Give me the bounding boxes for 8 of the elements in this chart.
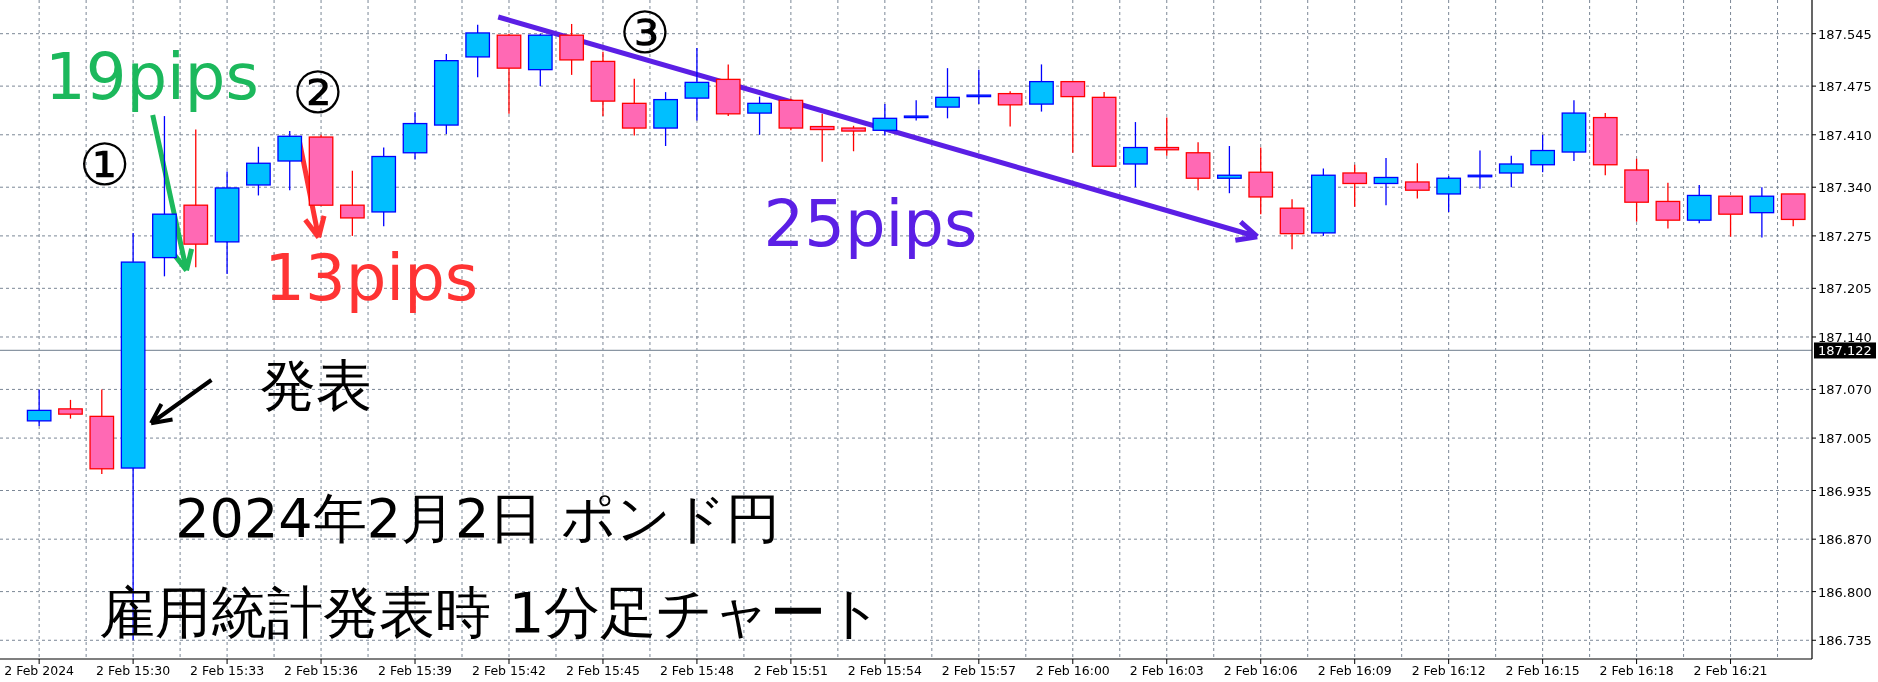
annotation: ①	[78, 131, 131, 199]
annotation: 25pips	[763, 187, 978, 261]
annotation: 2024年2月2日 ポンド円	[175, 487, 780, 550]
annotation: ③	[619, 0, 672, 67]
annotation: 発表	[260, 353, 373, 418]
annotation: 19pips	[45, 40, 259, 114]
annotation: 13pips	[264, 241, 479, 315]
annotation: ②	[292, 59, 345, 127]
